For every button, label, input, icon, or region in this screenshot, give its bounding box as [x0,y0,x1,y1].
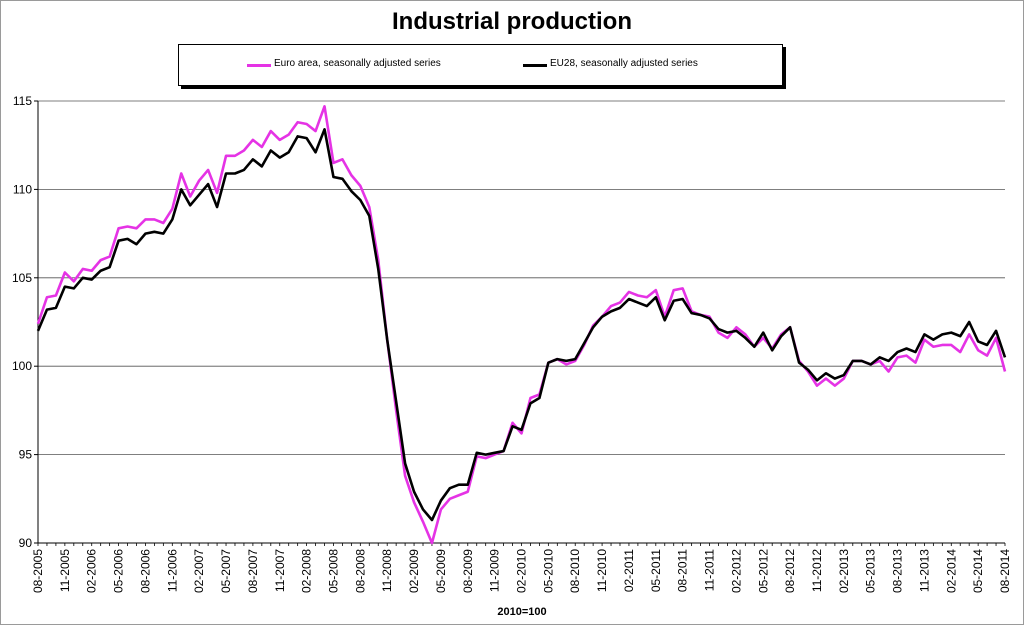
x-tick-label: 05-2013 [864,549,878,593]
x-tick-label: 08-2013 [891,549,905,593]
y-tick-label: 90 [19,536,33,550]
series-line-euro-area [36,105,1007,545]
x-tick-label: 08-2011 [676,549,690,592]
x-tick-label: 05-2007 [219,549,233,593]
x-tick-label: 08-2005 [31,549,45,593]
x-tick-label: 02-2009 [407,549,421,593]
x-tick-label: 02-2012 [729,549,743,593]
x-tick-label: 11-2012 [810,549,824,592]
x-tick-label: 05-2009 [434,549,448,593]
series-line-eu28 [36,127,1007,522]
y-tick-label: 100 [12,359,32,373]
x-tick-label: 05-2006 [112,549,126,593]
y-tick-label: 110 [13,182,32,196]
x-tick-label: 08-2009 [461,549,475,593]
x-tick-label: 11-2006 [165,549,179,592]
x-tick-label: 05-2011 [649,549,663,592]
legend-label-euro-area: Euro area, seasonally adjusted series [274,58,441,69]
x-tick-label: 08-2007 [246,549,260,593]
legend-swatch-eu28 [523,64,547,67]
x-axis-title: 2010=100 [497,606,547,618]
axis-layer: 90 95 100 105 110 115 08-2005 11-2005 02-2006 05-… [12,94,1012,593]
x-tick-label: 05-2012 [756,549,770,593]
legend-label-eu28: EU28, seasonally adjusted series [550,58,698,69]
x-tick-label: 02-2013 [837,549,851,593]
x-tick-label: 08-2014 [998,549,1012,593]
x-tick-label: 08-2010 [568,549,582,593]
grid-layer [38,100,1005,456]
x-tick-label: 05-2010 [541,549,555,593]
chart-legend: Euro area, seasonally adjusted series EU… [178,44,783,86]
x-tick-label: 08-2012 [783,549,797,593]
x-tick-label: 02-2008 [300,549,314,593]
x-tick-label: 11-2009 [488,549,502,592]
x-tick-label: 02-2010 [515,549,529,593]
x-tick-label: 08-2006 [138,549,152,593]
y-tick-label: 105 [12,271,32,285]
x-tick-label: 02-2014 [944,549,958,593]
x-tick-label: 11-2008 [380,549,394,592]
chart-title: Industrial production [392,8,632,35]
x-tick-label: 11-2005 [58,549,72,592]
y-tick-label: 115 [13,94,32,108]
series-layer [36,105,1007,545]
x-tick-label: 02-2011 [622,549,636,592]
x-tick-label: 11-2007 [273,549,287,592]
y-tick-label: 95 [19,448,33,462]
x-tick-label: 11-2011 [703,549,717,592]
x-tick-label: 02-2006 [85,549,99,593]
x-tick-label: 08-2008 [353,549,367,593]
x-tick-label: 11-2010 [595,549,609,592]
legend-swatch-euro-area [247,64,271,67]
x-tick-label: 11-2013 [917,549,931,592]
x-tick-label: 05-2008 [326,549,340,593]
x-tick-label: 05-2014 [971,549,985,593]
x-tick-label: 02-2007 [192,549,206,593]
